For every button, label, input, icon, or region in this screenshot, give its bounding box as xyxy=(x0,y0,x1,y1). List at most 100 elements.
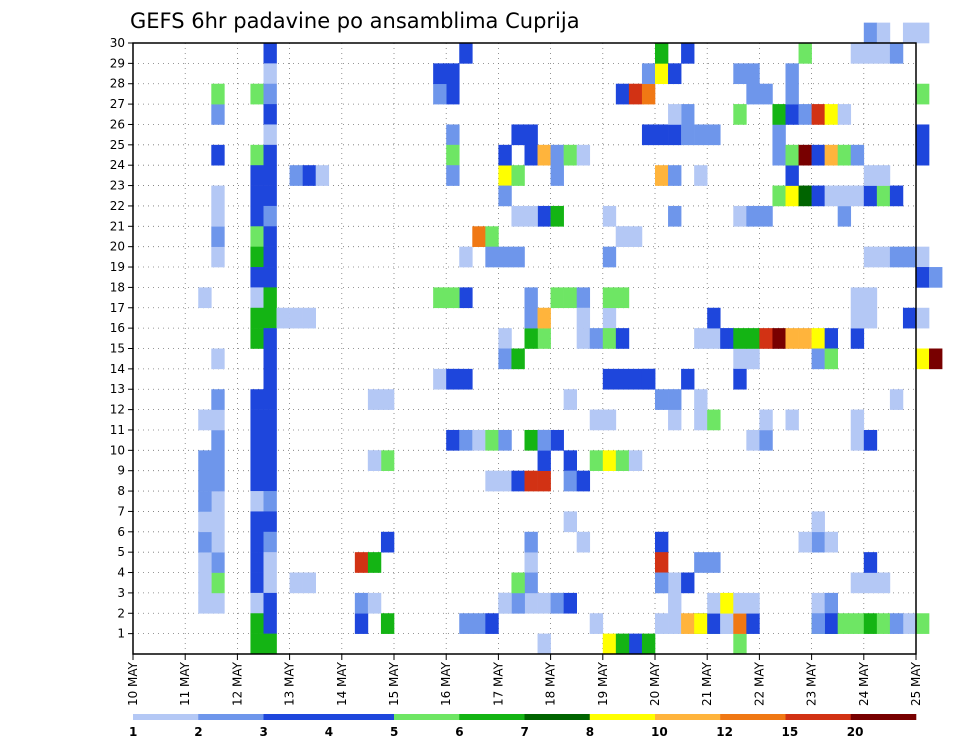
heatmap-cell xyxy=(655,572,669,594)
heatmap-cell xyxy=(785,165,799,186)
heatmap-cell xyxy=(563,592,577,614)
heatmap-cell xyxy=(367,389,382,410)
heatmap-cell xyxy=(211,144,225,166)
heatmap-cell xyxy=(459,613,473,634)
heatmap-cell xyxy=(589,450,604,471)
heatmap-cell xyxy=(263,491,277,512)
heatmap-cell xyxy=(707,552,721,573)
heatmap-cell xyxy=(589,328,604,349)
heatmap-cell xyxy=(250,531,264,553)
heatmap-cell xyxy=(250,165,264,186)
heatmap-cell xyxy=(668,165,682,186)
x-tick-label: 18 MAY xyxy=(544,661,558,706)
heatmap-cell xyxy=(876,43,891,64)
heatmap-cell xyxy=(916,307,930,329)
heatmap-cell xyxy=(916,83,930,105)
heatmap-cell xyxy=(602,307,617,329)
heatmap-cell xyxy=(537,450,551,471)
heatmap-cell xyxy=(198,572,212,594)
heatmap-cell xyxy=(733,633,747,655)
heatmap-cell xyxy=(550,144,564,166)
heatmap-cell xyxy=(850,429,865,451)
heatmap-cell xyxy=(824,592,838,614)
heatmap-cell xyxy=(537,633,551,655)
heatmap-cell xyxy=(289,307,303,329)
heatmap-cell xyxy=(433,83,447,105)
heatmap-cell xyxy=(250,83,264,105)
heatmap-cell xyxy=(615,450,630,471)
heatmap-cell xyxy=(563,470,577,492)
heatmap-cell xyxy=(498,470,512,492)
heatmap-cell xyxy=(837,185,852,207)
heatmap-cell xyxy=(681,104,695,125)
heatmap-cell xyxy=(668,104,682,125)
heatmap-cell xyxy=(668,205,682,227)
heatmap-cell xyxy=(759,83,773,105)
heatmap-cell xyxy=(211,429,225,451)
heatmap-cell xyxy=(211,104,225,125)
heatmap-cell xyxy=(824,144,838,166)
heatmap-cell xyxy=(798,144,812,166)
y-tick-label: 24 xyxy=(110,158,125,172)
heatmap-cell xyxy=(850,144,865,166)
heatmap-cell xyxy=(263,633,277,655)
y-tick-label: 2 xyxy=(117,606,125,620)
heatmap-cell xyxy=(785,104,799,125)
heatmap-cell xyxy=(811,328,825,349)
y-tick-label: 7 xyxy=(117,504,125,518)
heatmap-cell xyxy=(759,205,773,227)
x-tick-label: 13 MAY xyxy=(283,661,297,706)
heatmap-cell xyxy=(250,267,264,288)
heatmap-cell xyxy=(511,348,525,370)
heatmap-cell xyxy=(250,592,264,614)
heatmap-cell xyxy=(472,613,486,634)
x-tick-label: 16 MAY xyxy=(439,661,453,706)
heatmap-cell xyxy=(863,613,878,634)
heatmap-cell xyxy=(524,592,538,614)
heatmap-cell xyxy=(380,389,395,410)
x-tick-label: 14 MAY xyxy=(335,661,349,706)
heatmap-cell xyxy=(524,572,538,594)
y-tick-label: 18 xyxy=(110,280,125,294)
heatmap-cell xyxy=(916,348,930,370)
heatmap-cell xyxy=(576,287,591,309)
heatmap-cell xyxy=(602,633,617,655)
heatmap-cell xyxy=(850,185,865,207)
heatmap-cell xyxy=(576,328,591,349)
heatmap-cell xyxy=(524,124,538,146)
heatmap-cell xyxy=(916,246,930,268)
y-tick-label: 8 xyxy=(117,484,125,498)
heatmap-cell xyxy=(550,165,564,186)
legend-label: 7 xyxy=(521,725,529,739)
heatmap-cell xyxy=(380,613,395,634)
heatmap-cell xyxy=(641,83,656,105)
heatmap-cell xyxy=(837,613,852,634)
heatmap-cell xyxy=(694,409,708,431)
heatmap-cell xyxy=(811,104,825,125)
heatmap-cell xyxy=(198,592,212,614)
heatmap-cell xyxy=(459,287,473,309)
heatmap-cell xyxy=(929,267,943,288)
heatmap-cell xyxy=(707,409,721,431)
heatmap-cell xyxy=(367,592,382,614)
heatmap-cell xyxy=(446,287,460,309)
legend-swatch xyxy=(459,714,525,720)
heatmap-cell xyxy=(785,185,799,207)
heatmap-cell xyxy=(498,246,512,268)
legend-label: 1 xyxy=(129,725,137,739)
heatmap-cell xyxy=(485,613,499,634)
heatmap-cell xyxy=(537,307,551,329)
heatmap-cell xyxy=(263,246,277,268)
heatmap-cell xyxy=(746,328,760,349)
heatmap-cell xyxy=(263,511,277,533)
heatmap-cell xyxy=(798,531,812,553)
heatmap-cell xyxy=(668,63,682,85)
heatmap-cell xyxy=(694,165,708,186)
heatmap-cell xyxy=(498,185,512,207)
heatmap-cell xyxy=(485,470,499,492)
heatmap-cell xyxy=(211,450,225,471)
legend-swatch xyxy=(198,714,264,720)
heatmap-cell xyxy=(668,592,682,614)
heatmap-cells xyxy=(198,22,943,655)
heatmap-cell xyxy=(263,83,277,105)
